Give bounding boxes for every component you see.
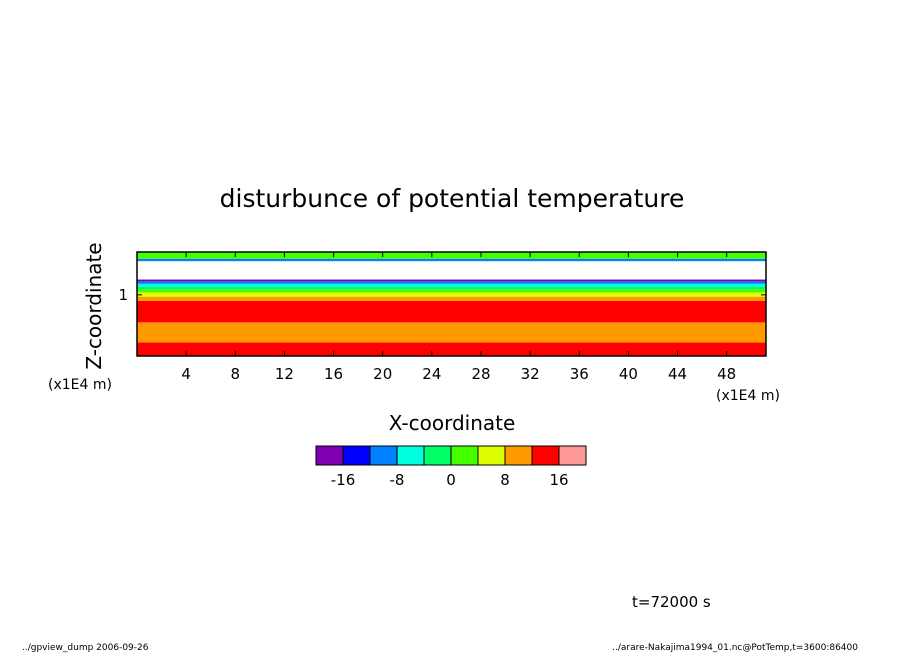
x-tick-label: 8 [231,365,241,383]
colorbar-swatch [423,445,452,466]
contour-band-11 [137,258,766,262]
x-ticks: 4 8 12 16 20 24 28 32 36 40 44 48 [181,252,736,383]
contour-band-6 [137,286,766,290]
contour-band-1 [137,322,766,343]
contour-band-8 [137,281,766,284]
y-ticks: 1 [118,286,766,304]
colorbar-tick-label: 0 [446,471,456,489]
colorbar-swatch [315,445,344,466]
contour-band-12 [137,252,766,259]
x-tick-label: 44 [668,365,687,383]
contour-band-4 [137,292,766,297]
x-tick-label: 12 [275,365,294,383]
chart-title: disturbunce of potential temperature [220,184,685,213]
contour-band-0 [137,342,766,356]
x-tick-label: 28 [471,365,490,383]
colorbar-swatch [396,445,425,466]
contour-band-10 [137,261,766,280]
time-label: t=72000 s [632,593,711,611]
colorbar-swatch [342,445,371,466]
footer-right: ../arare-Nakajima1994_01.nc@PotTemp,t=36… [612,643,858,653]
colorbar-tick-label: 8 [500,471,510,489]
colorbar-tick-label: -16 [331,471,356,489]
x-tick-label: 48 [717,365,736,383]
colorbar-swatch [450,445,479,466]
contour-field [137,252,766,356]
x-tick-label: 4 [181,365,191,383]
contour-band-5 [137,289,766,293]
contour-band-9 [137,279,766,282]
y-axis-unit: (x1E4 m) [48,377,112,393]
y-axis-label: Z-coordinate [82,242,106,369]
footer-left: ../gpview_dump 2006-09-26 [22,643,149,653]
colorbar-swatch [504,445,533,466]
plot-frame [136,251,767,357]
x-tick-label: 24 [422,365,441,383]
colorbar-swatch [477,445,506,466]
contour-band-7 [137,283,766,287]
x-tick-label: 36 [570,365,589,383]
colorbar-tick-label: 16 [549,471,568,489]
x-tick-label: 32 [521,365,540,383]
x-tick-label: 40 [619,365,638,383]
x-axis-label: X-coordinate [389,411,516,435]
x-tick-label: 20 [373,365,392,383]
x-axis-unit: (x1E4 m) [716,388,780,404]
colorbar-swatch [531,445,560,466]
colorbar: -16 -8 0 8 16 [315,445,587,489]
colorbar-swatch [369,445,398,466]
colorbar-tick-label: -8 [390,471,405,489]
x-tick-label: 16 [324,365,343,383]
contour-band-3 [137,296,766,301]
contour-band-2 [137,300,766,323]
y-tick-label: 1 [118,286,128,304]
colorbar-swatch [558,445,587,466]
